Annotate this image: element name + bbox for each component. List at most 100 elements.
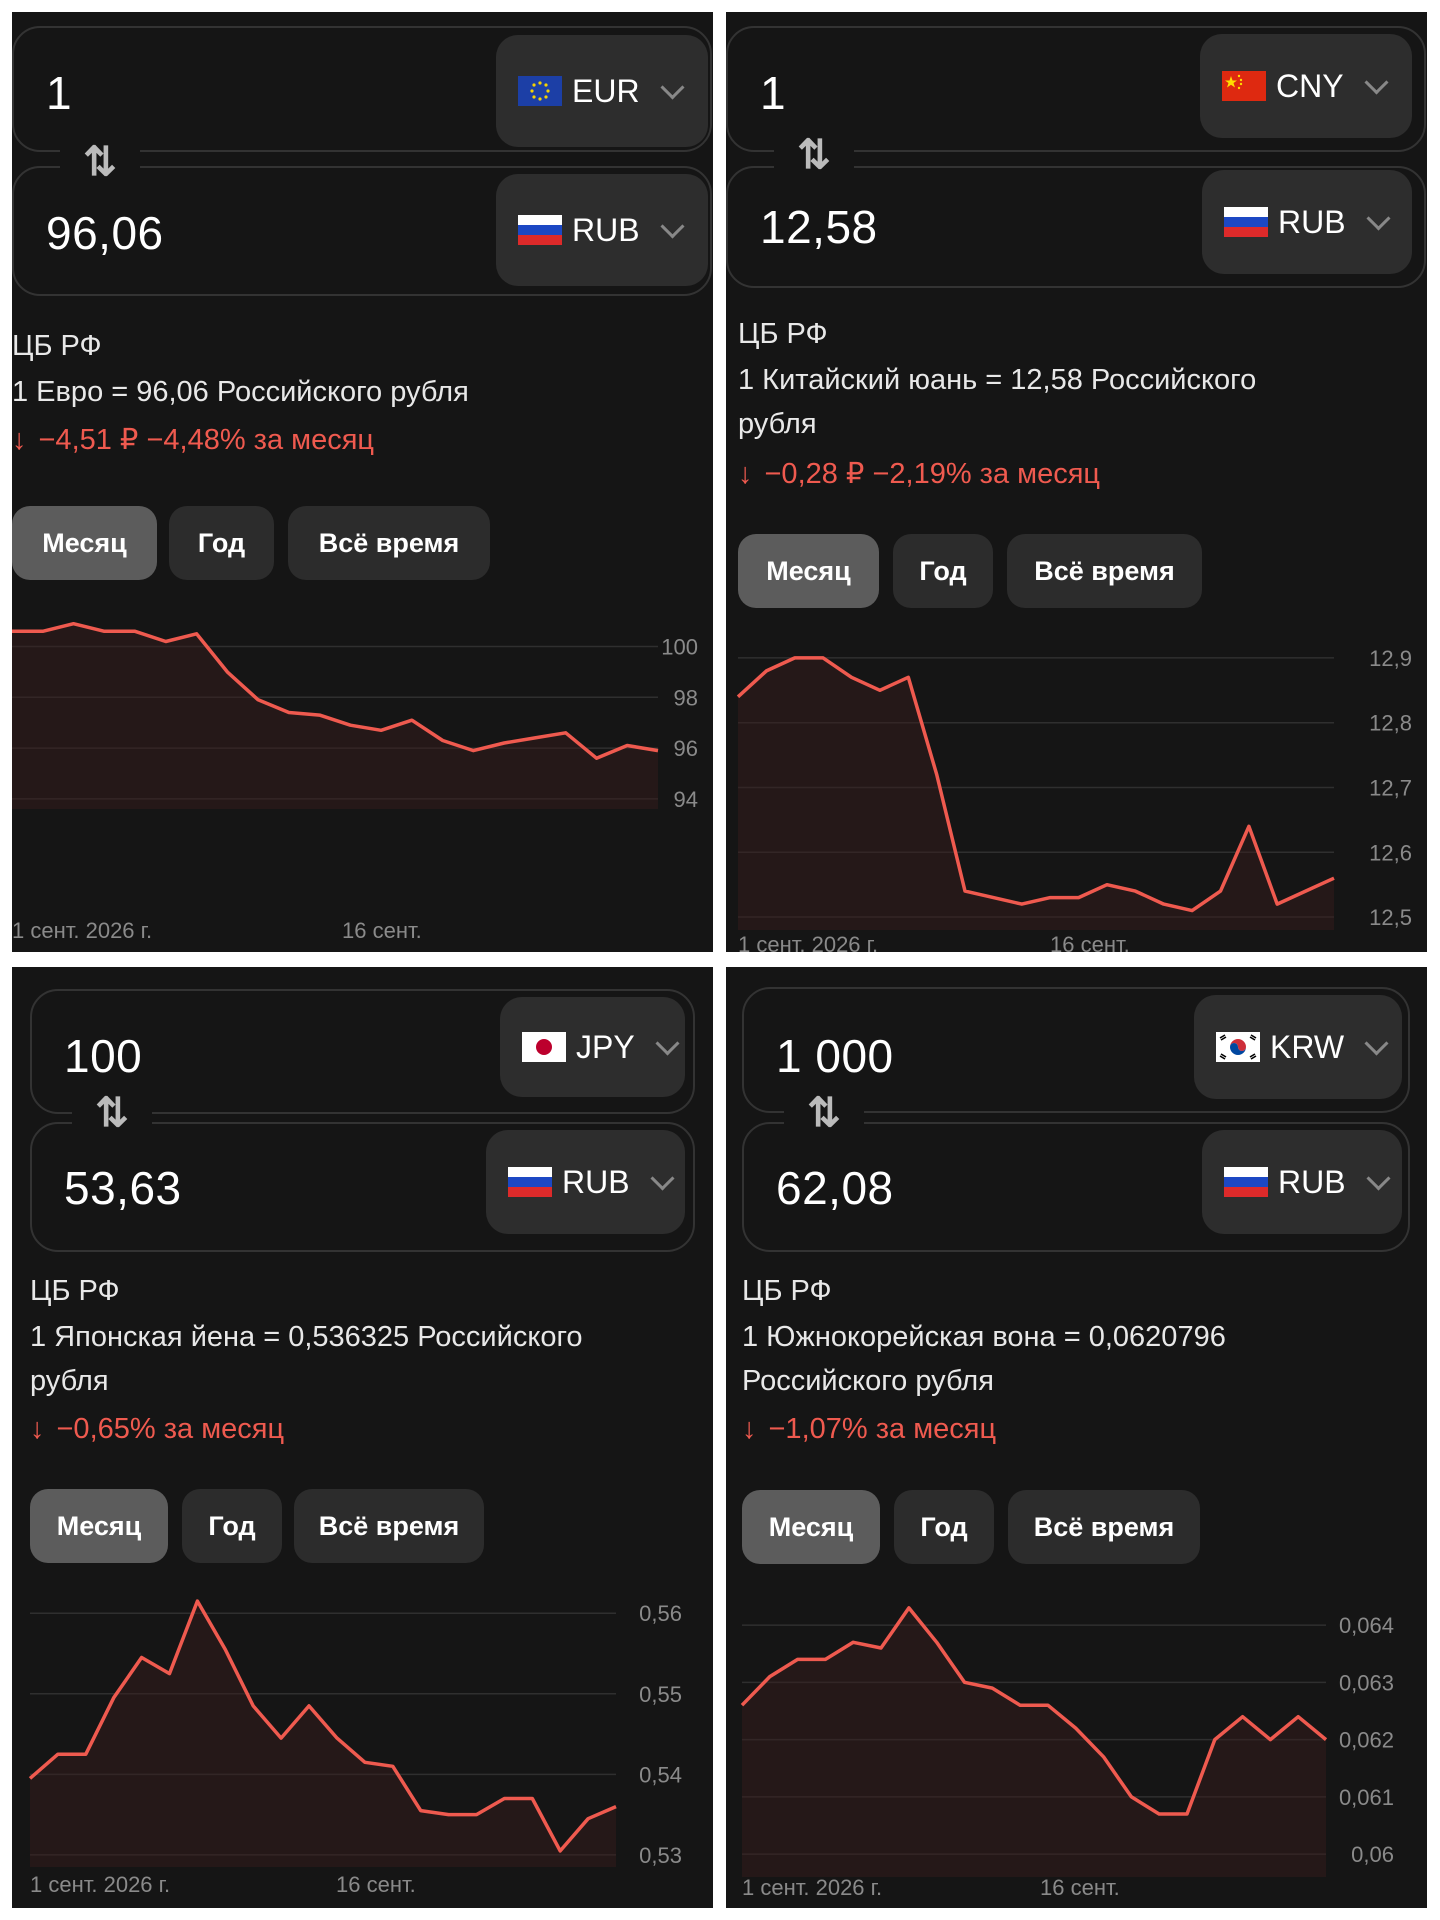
rate-change: ↓ −4,51 ₽ −4,48% за месяц (12, 422, 374, 457)
rate-source: ЦБ РФ (12, 330, 102, 362)
from-currency-code: EUR (572, 72, 640, 109)
tab-month[interactable]: Месяц (12, 506, 157, 580)
rate-line-2: рубля (30, 1365, 109, 1397)
eu-flag-icon (518, 76, 562, 106)
rate-change: ↓ −0,65% за месяц (30, 1413, 284, 1446)
y-tick-label: 0,064 (1339, 1613, 1394, 1638)
tab-year[interactable]: Год (893, 534, 993, 608)
tab-year[interactable]: Год (169, 506, 274, 580)
y-tick-label: 100 (661, 635, 698, 660)
rate-description: 1 Евро = 96,06 Российского рубля (12, 370, 469, 414)
y-tick-label: 12,9 (1369, 646, 1412, 671)
chevron-down-icon (1364, 1030, 1389, 1056)
tab-all-time[interactable]: Всё время (1008, 1490, 1200, 1564)
y-tick-label: 0,55 (639, 1682, 682, 1707)
rate-area (742, 1607, 1326, 1877)
tab-all-time[interactable]: Всё время (294, 1489, 484, 1563)
rate-line-1: 1 Евро = 96,06 Российского рубля (12, 376, 469, 408)
to-amount-value[interactable]: 96,06 (46, 207, 164, 259)
rate-line-2: рубля (738, 408, 817, 440)
rate-description: 1 Китайский юань = 12,58 Российского руб… (738, 358, 1256, 446)
y-tick-label: 96 (674, 736, 698, 761)
to-amount-value[interactable]: 62,08 (776, 1162, 894, 1214)
y-tick-label: 0,062 (1339, 1728, 1394, 1753)
y-tick-label: 12,5 (1369, 905, 1412, 930)
x-label-start: 1 сент. 2026 г. (12, 918, 152, 943)
to-currency-select[interactable]: RUB (486, 1130, 685, 1234)
rate-line (28, 1599, 617, 1853)
rate-area (738, 657, 1334, 930)
x-label-mid: 16 сент. (1040, 1875, 1120, 1900)
chevron-down-icon (660, 74, 685, 100)
from-currency-select[interactable]: CNY (1200, 34, 1412, 138)
to-currency-code: RUB (1278, 203, 1346, 240)
chevron-down-icon (1364, 69, 1389, 95)
from-amount-input[interactable]: 1 000 (776, 1030, 894, 1082)
rate-chart: 0,56 0,55 0,54 0,53 1 сент. 2026 г. 16 сент… (28, 1599, 682, 1897)
rate-line-2: Российского рубля (742, 1365, 994, 1397)
rate-chart: 100 98 96 94 1 сент. 2026 г. 16 сент. (12, 621, 698, 943)
x-label-mid: 16 сент. (342, 918, 422, 943)
rate-change: ↓ −1,07% за месяц (742, 1413, 996, 1446)
chevron-down-icon (650, 1165, 675, 1191)
y-tick-label: 0,06 (1351, 1842, 1394, 1867)
panel-cny: 1 CNY ⇅ 12,58 RUB ЦБ РФ 1 Китайский юань… (726, 12, 1427, 952)
rate-description: 1 Японская йена = 0,536325 Российского р… (30, 1315, 583, 1403)
swap-icon[interactable]: ⇅ (72, 1083, 152, 1143)
arrow-down-icon: ↓ (12, 424, 27, 456)
from-currency-select[interactable]: JPY (500, 997, 685, 1097)
rate-change-text: −1,07% за месяц (768, 1413, 997, 1445)
rate-source: ЦБ РФ (738, 318, 828, 350)
arrow-down-icon: ↓ (738, 458, 753, 490)
tab-all-time[interactable]: Всё время (288, 506, 490, 580)
tab-year[interactable]: Год (894, 1490, 994, 1564)
rate-source: ЦБ РФ (30, 1275, 120, 1307)
to-currency-select[interactable]: RUB (1202, 170, 1412, 274)
tab-month[interactable]: Месяц (742, 1490, 880, 1564)
y-tick-label: 12,6 (1369, 840, 1412, 865)
to-currency-select[interactable]: RUB (1202, 1130, 1402, 1234)
rate-line (12, 621, 659, 760)
rate-area (12, 623, 658, 809)
rate-line-1: 1 Китайский юань = 12,58 Российского (738, 364, 1257, 396)
panel-krw: 1 000 KRW ⇅ 62,08 RUB ЦБ РФ 1 Южнокорейс… (726, 967, 1427, 1908)
chevron-down-icon (1366, 205, 1391, 231)
ru-flag-icon (1224, 207, 1268, 237)
y-tick-label: 0,061 (1339, 1785, 1394, 1810)
swap-icon[interactable]: ⇅ (60, 132, 140, 192)
ru-flag-icon (1224, 1167, 1268, 1197)
rate-change-text: −4,51 ₽ −4,48% за месяц (38, 424, 375, 456)
tab-month[interactable]: Месяц (738, 534, 879, 608)
to-currency-select[interactable]: RUB (496, 174, 708, 286)
x-label-start: 1 сент. 2026 г. (742, 1875, 882, 1900)
from-amount-input[interactable]: 1 (760, 67, 787, 119)
chevron-down-icon (1366, 1165, 1391, 1191)
from-amount-input[interactable]: 100 (64, 1030, 143, 1082)
x-label-start: 1 сент. 2026 г. (738, 932, 878, 952)
from-amount-input[interactable]: 1 (46, 67, 73, 119)
y-tick-label: 0,063 (1339, 1670, 1394, 1695)
to-amount-value[interactable]: 12,58 (760, 201, 878, 253)
tab-month[interactable]: Месяц (30, 1489, 168, 1563)
swap-icon[interactable]: ⇅ (774, 125, 854, 185)
rate-change: ↓ −0,28 ₽ −2,19% за месяц (738, 456, 1100, 491)
swap-icon[interactable]: ⇅ (784, 1083, 864, 1143)
tab-year[interactable]: Год (182, 1489, 282, 1563)
from-currency-select[interactable]: EUR (496, 35, 708, 147)
rate-chart: 0,064 0,063 0,062 0,061 0,06 1 сент. 2026 г.… (740, 1606, 1394, 1900)
rate-description: 1 Южнокорейская вона = 0,0620796 Российс… (742, 1315, 1226, 1403)
rate-area (30, 1601, 616, 1867)
tab-all-time[interactable]: Всё время (1007, 534, 1202, 608)
cn-flag-icon (1222, 71, 1266, 101)
to-currency-code: RUB (1278, 1163, 1346, 1200)
x-label-start: 1 сент. 2026 г. (30, 1872, 170, 1897)
x-label-mid: 16 сент. (336, 1872, 416, 1897)
rate-change-text: −0,28 ₽ −2,19% за месяц (764, 458, 1101, 490)
to-amount-value[interactable]: 53,63 (64, 1162, 182, 1214)
rate-chart: 12,9 12,8 12,7 12,6 12,5 1 сент. 2026 г. 16 … (736, 646, 1412, 952)
y-tick-label: 94 (674, 787, 698, 812)
y-tick-label: 98 (674, 685, 698, 710)
ru-flag-icon (508, 1167, 552, 1197)
arrow-down-icon: ↓ (742, 1413, 757, 1445)
from-currency-select[interactable]: KRW (1194, 995, 1402, 1099)
